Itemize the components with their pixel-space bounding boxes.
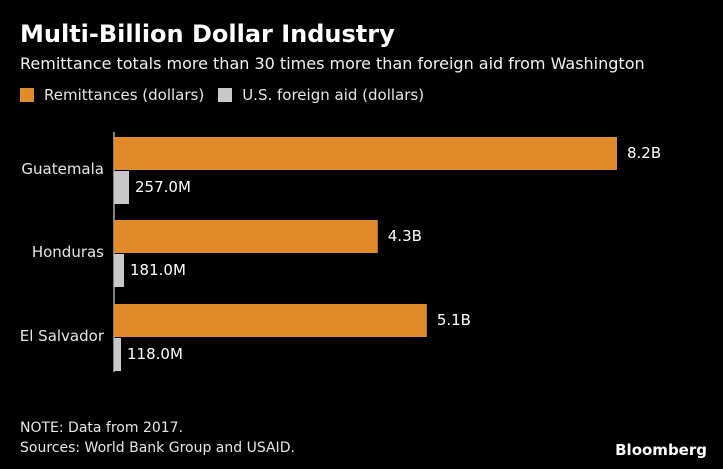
bar-remittances-honduras — [114, 220, 378, 253]
legend-item-remittances: Remittances (dollars) — [20, 86, 204, 104]
bar-foreign-aid-guatemala — [114, 171, 129, 204]
bar-foreign-aid-honduras — [114, 254, 124, 287]
category-label-honduras: Honduras — [32, 243, 104, 261]
data-label-remittances-honduras: 4.3B — [388, 227, 422, 245]
legend-label-foreign-aid: U.S. foreign aid (dollars) — [242, 86, 425, 104]
category-label-el-salvador: El Salvador — [20, 327, 105, 345]
legend-swatch-foreign-aid — [218, 88, 233, 102]
data-label-foreign-aid-el-salvador: 118.0M — [127, 345, 183, 363]
chart-subtitle: Remittance totals more than 30 times mor… — [20, 54, 645, 73]
bar-remittances-el-salvador — [114, 304, 427, 337]
bar-remittances-guatemala — [114, 137, 617, 170]
data-label-remittances-el-salvador: 5.1B — [437, 311, 471, 329]
chart-legend: Remittances (dollars) U.S. foreign aid (… — [20, 86, 438, 104]
data-label-remittances-guatemala: 8.2B — [627, 144, 661, 162]
brand-logo: Bloomberg — [615, 441, 707, 459]
chart-title: Multi-Billion Dollar Industry — [20, 20, 395, 48]
sources-note: Sources: World Bank Group and USAID. — [20, 440, 295, 456]
data-label-foreign-aid-guatemala: 257.0M — [135, 178, 191, 196]
legend-item-foreign-aid: U.S. foreign aid (dollars) — [218, 86, 424, 104]
footnote: NOTE: Data from 2017. — [20, 420, 184, 436]
category-label-guatemala: Guatemala — [21, 160, 104, 178]
data-label-foreign-aid-honduras: 181.0M — [130, 261, 186, 279]
bar-foreign-aid-el-salvador — [114, 338, 121, 371]
legend-swatch-remittances — [20, 88, 34, 102]
legend-label-remittances: Remittances (dollars) — [44, 86, 205, 104]
